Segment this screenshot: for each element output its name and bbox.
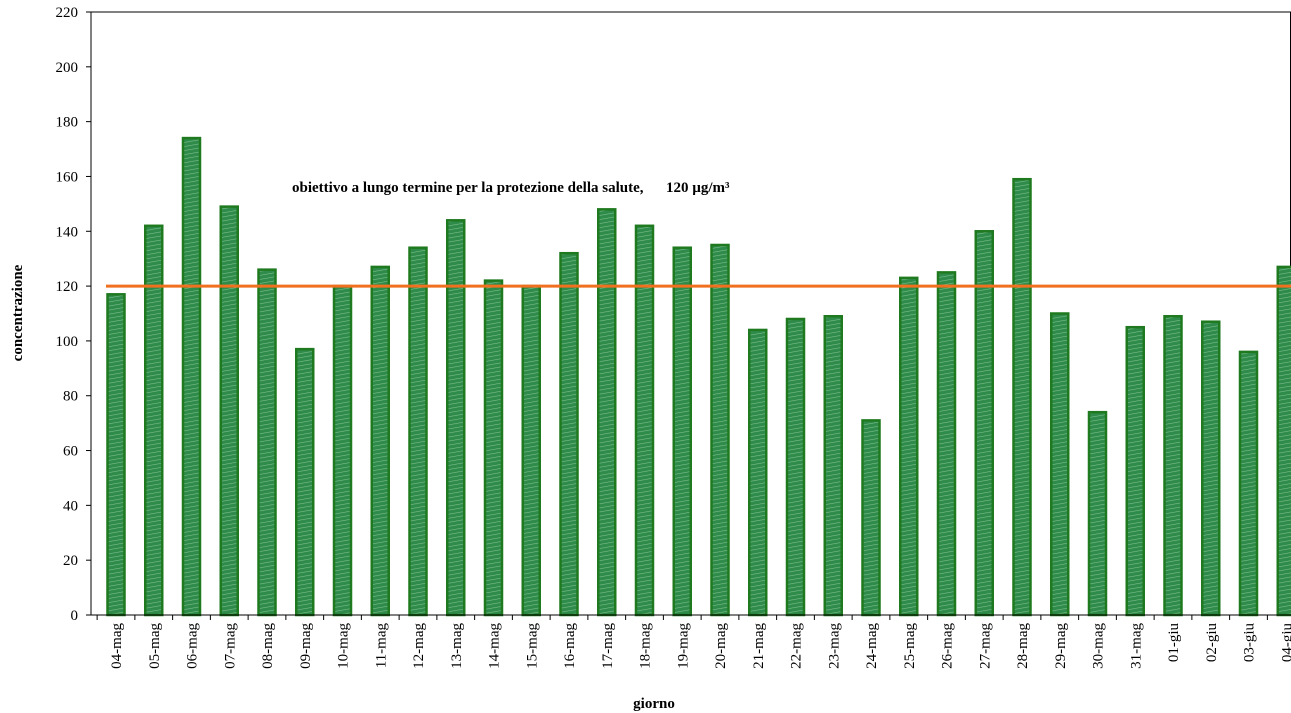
x-tick-label: 20-mag	[713, 623, 729, 669]
x-tick-label: 08-mag	[260, 623, 276, 669]
bar	[257, 268, 277, 617]
bar	[672, 246, 692, 617]
bar	[748, 328, 768, 617]
y-tick-label: 80	[63, 389, 78, 405]
reference-label: obiettivo a lungo termine per la protezi…	[292, 180, 730, 196]
x-tick-label: 02-giu	[1204, 623, 1220, 663]
bar	[483, 279, 504, 617]
bar	[1012, 177, 1032, 617]
bar	[446, 219, 466, 617]
bar	[1238, 350, 1259, 617]
x-tick-label: 12-mag	[411, 623, 427, 669]
x-tick-label: 10-mag	[336, 623, 352, 669]
bar	[219, 205, 239, 617]
y-tick-label: 200	[56, 60, 79, 76]
bar	[144, 224, 164, 617]
bar	[785, 317, 806, 617]
x-tick-label: 03-giu	[1242, 623, 1258, 663]
bar	[634, 224, 655, 617]
bar	[1276, 265, 1291, 617]
x-tick-label: 11-mag	[373, 623, 389, 669]
x-tick-label: 09-mag	[298, 623, 314, 669]
bar	[974, 230, 994, 617]
y-tick-label: 60	[63, 444, 78, 460]
bar	[370, 265, 390, 617]
y-tick-label: 120	[56, 279, 79, 295]
x-tick-label: 15-mag	[524, 623, 540, 669]
y-tick-label: 140	[56, 224, 79, 240]
x-tick-label: 22-mag	[789, 623, 805, 669]
y-axis-title: concentrazione	[10, 264, 26, 361]
bar	[1087, 410, 1108, 617]
x-tick-label: 24-mag	[864, 623, 880, 669]
x-tick-label: 17-mag	[600, 623, 616, 669]
bar	[597, 208, 617, 617]
y-tick-label: 180	[56, 115, 79, 131]
x-tick-label: 16-mag	[562, 623, 578, 669]
x-tick-label: 19-mag	[675, 623, 691, 669]
x-tick-label: 25-mag	[902, 623, 918, 669]
x-tick-label: 01-giu	[1166, 623, 1182, 663]
x-tick-label: 04-mag	[109, 623, 125, 669]
bar	[295, 347, 315, 617]
x-tick-label: 18-mag	[638, 623, 654, 669]
bar	[823, 314, 843, 617]
bar	[332, 284, 353, 617]
bar	[408, 246, 428, 617]
bar	[1201, 320, 1221, 617]
bar	[1125, 325, 1145, 617]
x-tick-label: 04-giu	[1279, 623, 1291, 663]
x-tick-label: 29-mag	[1053, 623, 1069, 669]
bar	[521, 284, 541, 617]
x-tick-label: 06-mag	[185, 623, 201, 669]
bar	[181, 136, 202, 617]
x-tick-label: 30-mag	[1091, 623, 1107, 669]
bar	[106, 293, 126, 617]
bar	[1163, 314, 1183, 617]
x-tick-label: 31-mag	[1128, 623, 1144, 669]
y-tick-label: 220	[56, 5, 79, 21]
x-axis-title: giorno	[633, 696, 675, 712]
y-tick-label: 100	[56, 334, 79, 350]
x-tick-label: 05-mag	[147, 623, 163, 669]
bar	[1050, 312, 1070, 617]
x-tick-label: 28-mag	[1015, 623, 1031, 669]
x-tick-label: 13-mag	[449, 623, 465, 669]
bar	[936, 271, 957, 617]
x-tick-label: 27-mag	[977, 623, 993, 669]
x-tick-label: 23-mag	[826, 623, 842, 669]
x-tick-label: 26-mag	[940, 623, 956, 669]
bar	[559, 251, 579, 617]
y-tick-label: 160	[56, 169, 79, 185]
y-tick-label: 20	[63, 553, 78, 569]
y-tick-label: 40	[63, 498, 78, 514]
bar	[899, 276, 919, 617]
x-tick-label: 07-mag	[222, 623, 238, 669]
bar	[861, 419, 881, 617]
bar	[710, 243, 730, 617]
x-tick-label: 21-mag	[751, 623, 767, 669]
y-tick-label: 0	[71, 608, 79, 624]
x-tick-label: 14-mag	[487, 623, 503, 669]
